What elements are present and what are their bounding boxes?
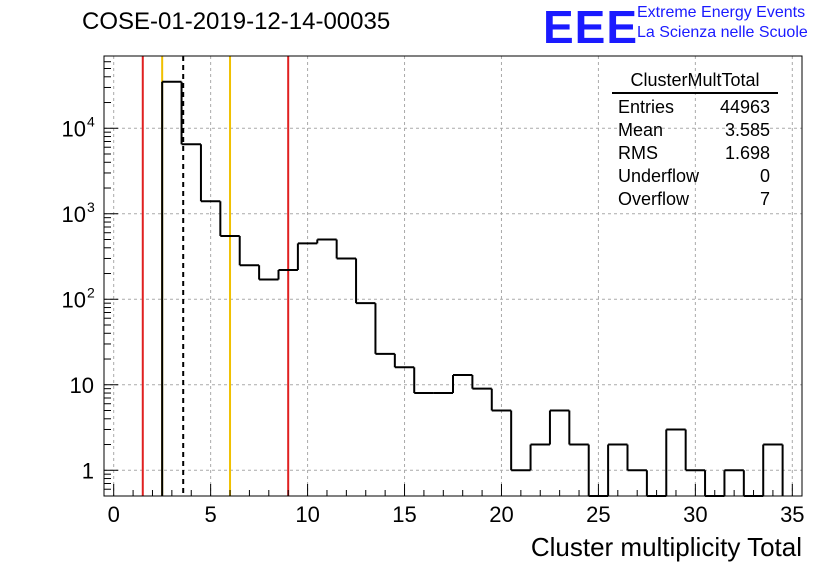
histogram-bin bbox=[607, 443, 628, 496]
x-tick-label: 5 bbox=[205, 502, 217, 527]
stats-row-underflow: Underflow 0 bbox=[612, 165, 778, 188]
histogram-bin bbox=[529, 443, 550, 471]
stats-value: 0 bbox=[759, 166, 770, 186]
x-tick-label: 0 bbox=[108, 502, 120, 527]
stats-value: 1.698 bbox=[724, 143, 770, 163]
histogram-bin bbox=[548, 409, 570, 445]
y-tick-label: 10 bbox=[62, 202, 86, 227]
stats-label: Mean bbox=[618, 120, 664, 140]
logo-line-1: Extreme Energy Events bbox=[637, 4, 806, 21]
stats-row-mean: Mean 3.585 bbox=[612, 119, 778, 142]
histogram-bin bbox=[277, 268, 298, 280]
histogram-bin bbox=[510, 410, 531, 472]
histogram-bars bbox=[161, 80, 784, 497]
stats-row-entries: Entries 44963 bbox=[612, 96, 778, 119]
x-tick-label: 10 bbox=[295, 502, 319, 527]
x-tick-label: 20 bbox=[489, 502, 513, 527]
stats-value: 3.585 bbox=[724, 120, 770, 140]
stats-row-overflow: Overflow 7 bbox=[612, 188, 778, 211]
histogram-bin bbox=[490, 388, 512, 412]
histogram-bin bbox=[723, 469, 744, 496]
y-tick-label: 1 bbox=[82, 458, 94, 483]
histogram-bin bbox=[238, 235, 260, 267]
stats-row-rms: RMS 1.698 bbox=[612, 142, 778, 165]
histogram-bin bbox=[568, 410, 589, 446]
histogram-bin bbox=[316, 238, 337, 244]
histogram-bin bbox=[762, 443, 784, 496]
histogram-bin bbox=[355, 258, 376, 305]
eee-logo-mark: EEE bbox=[543, 1, 639, 53]
histogram-bin bbox=[471, 375, 492, 390]
histogram-bin bbox=[180, 81, 201, 146]
y-tick-exponent: 4 bbox=[87, 113, 95, 129]
reference-lines bbox=[141, 56, 290, 496]
histogram-bin bbox=[626, 444, 647, 472]
histogram-bin bbox=[199, 144, 221, 203]
y-tick-exponent: 2 bbox=[87, 284, 95, 300]
stats-label: Entries bbox=[618, 97, 675, 117]
histogram-bin bbox=[684, 429, 706, 472]
histogram-bin bbox=[452, 374, 473, 394]
x-tick-label: 25 bbox=[586, 502, 610, 527]
y-tick-exponent: 3 bbox=[87, 199, 95, 215]
stats-box: ClusterMultTotal Entries 44963 Mean 3.58… bbox=[612, 70, 778, 211]
x-axis-label: Cluster multiplicity Total bbox=[530, 532, 802, 562]
histogram-bin bbox=[393, 353, 415, 369]
histogram-bin bbox=[161, 80, 182, 496]
stats-title: ClusterMultTotal bbox=[612, 70, 778, 94]
histogram-bin bbox=[296, 242, 318, 270]
histogram-bin bbox=[665, 428, 686, 496]
stats-value: 44963 bbox=[719, 97, 770, 117]
histogram-bin bbox=[374, 303, 395, 355]
logo-line-2: La Scienza nelle Scuole bbox=[637, 24, 808, 41]
x-tick-label: 30 bbox=[683, 502, 707, 527]
histogram-bin bbox=[335, 239, 357, 260]
histogram-bin bbox=[219, 201, 240, 237]
stats-label: Overflow bbox=[618, 189, 690, 209]
stats-label: RMS bbox=[618, 143, 658, 163]
chart-title: COSE-01-2019-12-14-00035 bbox=[82, 8, 391, 35]
y-tick-label: 10 bbox=[62, 116, 86, 141]
plot-frame bbox=[103, 55, 803, 497]
y-tick-label: 10 bbox=[70, 373, 94, 398]
y-tick-label: 10 bbox=[62, 287, 86, 312]
x-tick-label: 15 bbox=[392, 502, 416, 527]
histogram-bin bbox=[258, 265, 279, 281]
stats-value: 7 bbox=[759, 189, 770, 209]
stats-label: Underflow bbox=[618, 166, 700, 186]
x-axis-ticks: 0 5 10 15 20 25 30 35 bbox=[108, 484, 805, 527]
x-tick-label: 35 bbox=[780, 502, 804, 527]
histogram-bin bbox=[413, 367, 434, 395]
